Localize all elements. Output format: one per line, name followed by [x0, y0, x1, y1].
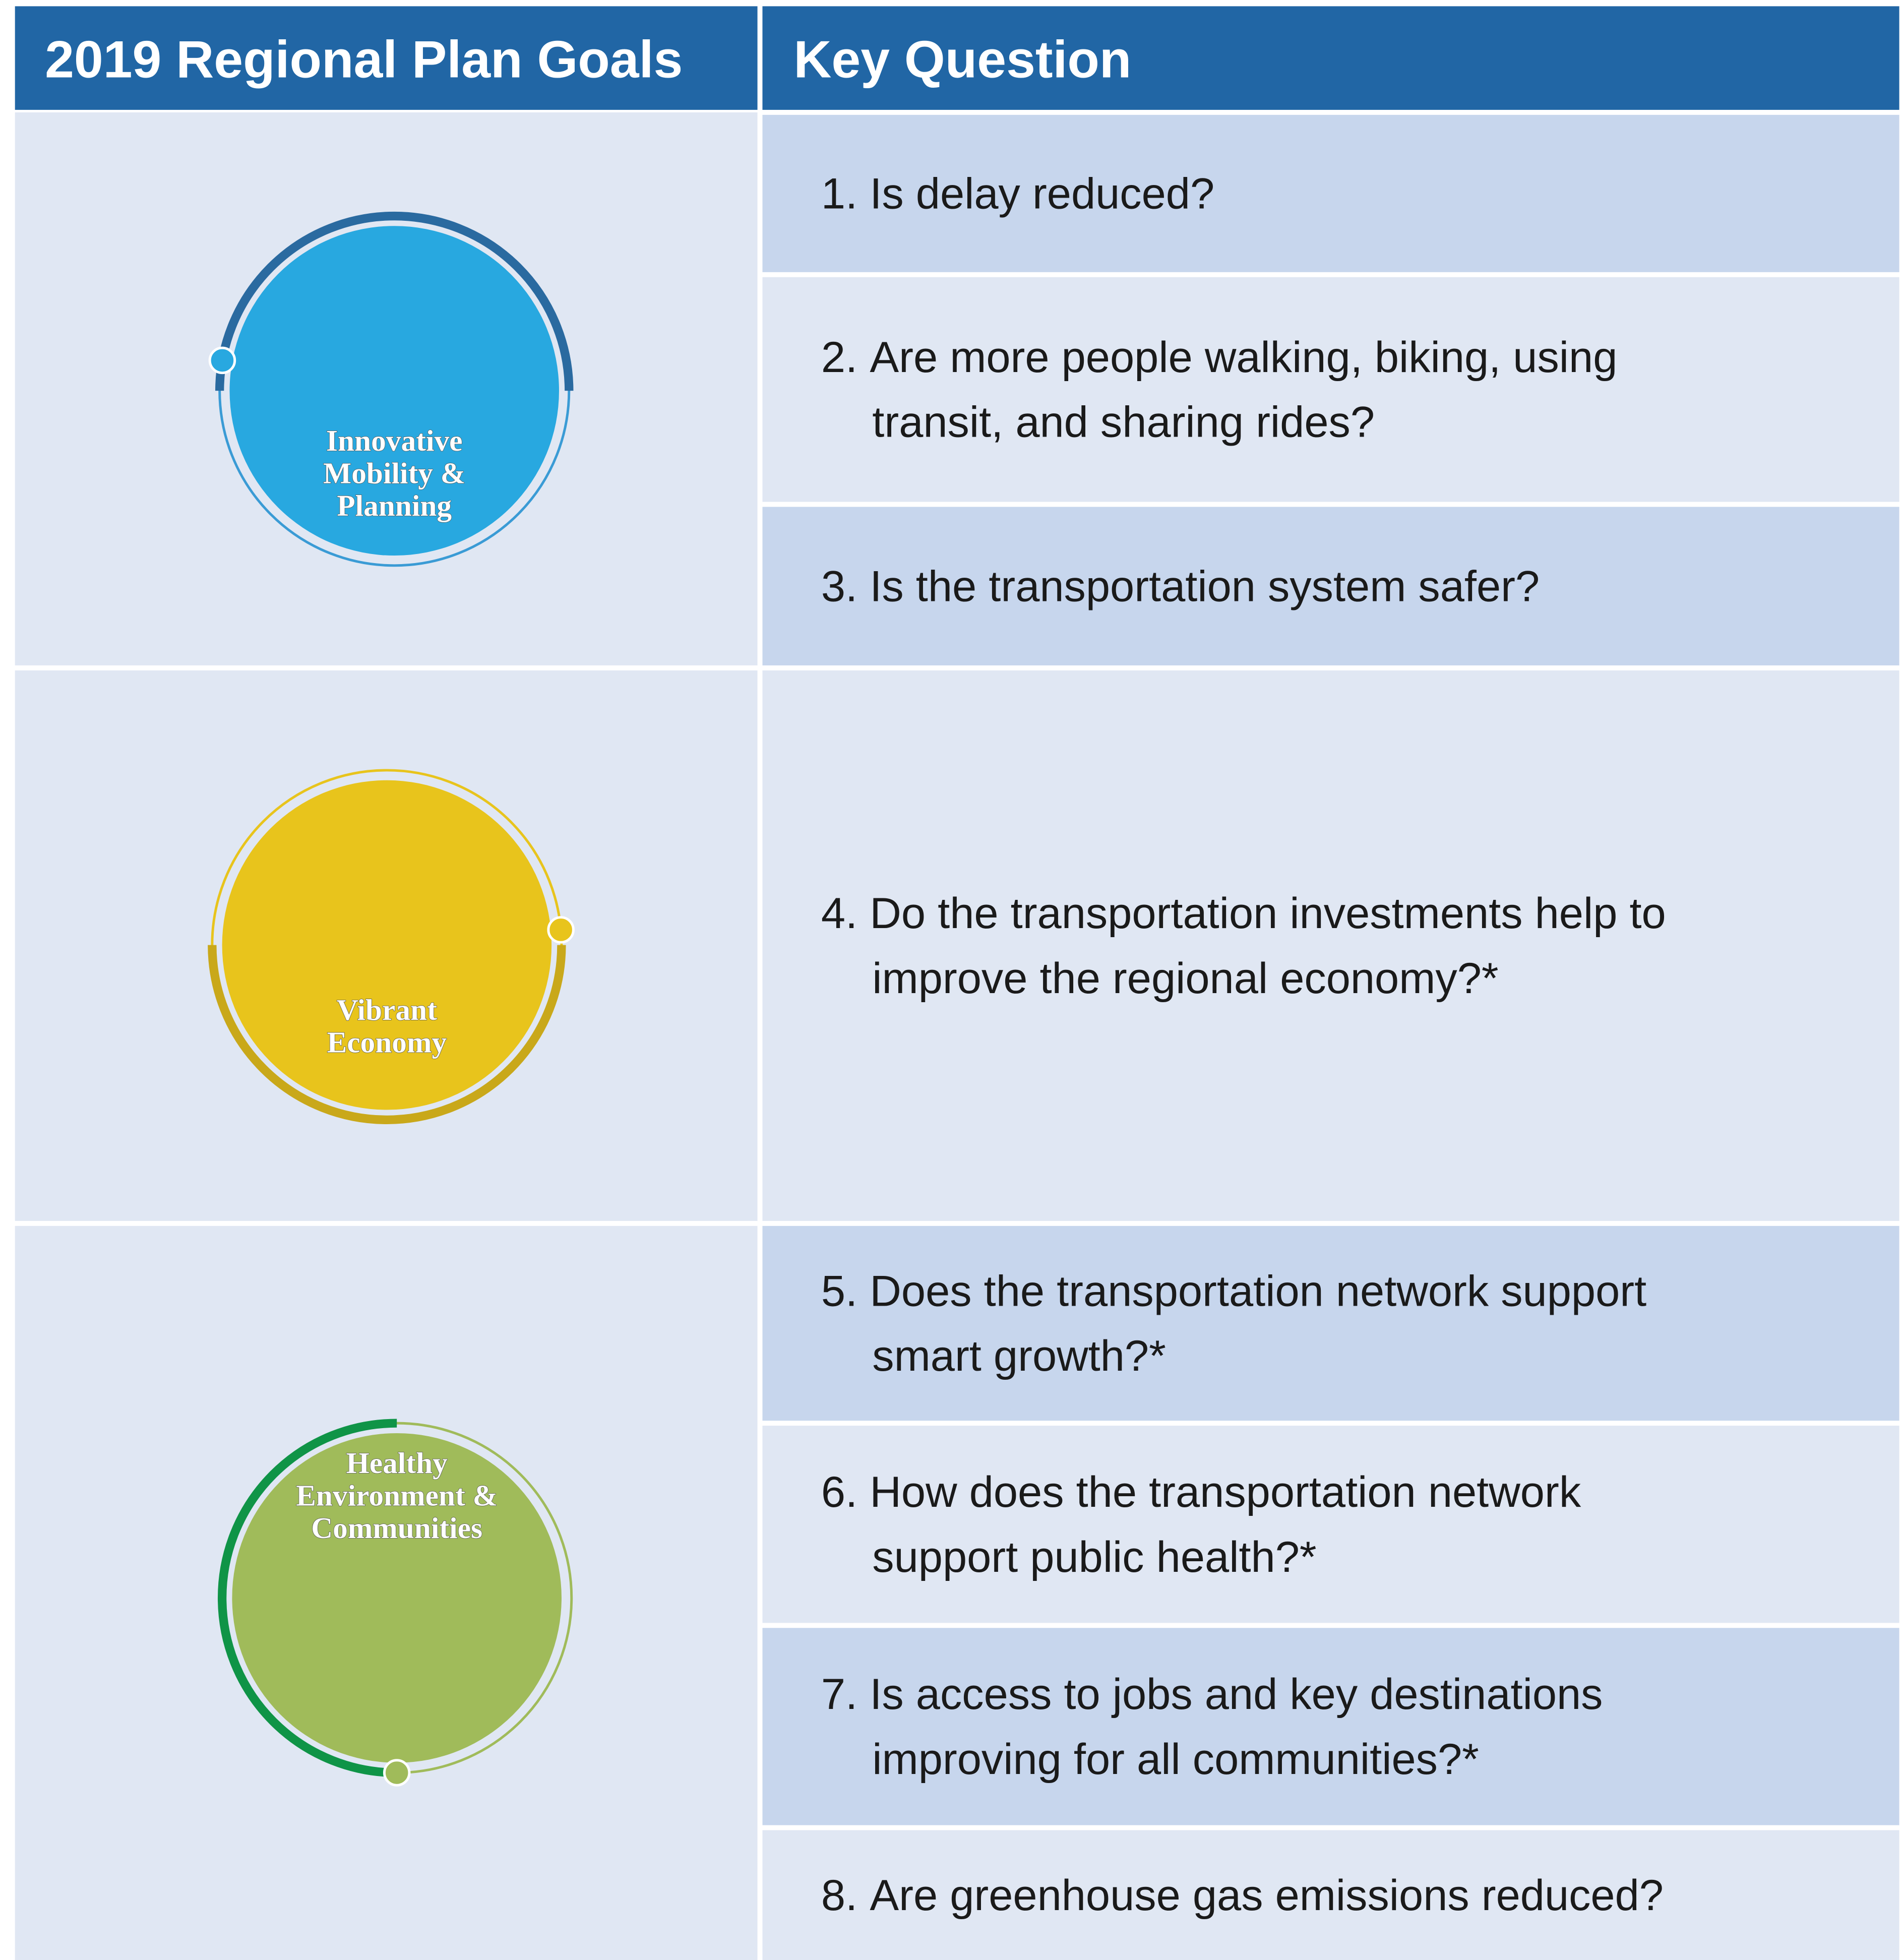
question-number: 1. [821, 170, 857, 218]
question-number: 4. [821, 889, 857, 938]
goal-label: Communities [311, 1511, 482, 1545]
goal-label: Planning [337, 489, 452, 522]
question-text: Is access to jobs and key destinations [870, 1670, 1603, 1719]
goal-label: Mobility & [323, 456, 465, 489]
goal-icon-arc [218, 1419, 397, 1778]
question-text: improving for all communities?* [872, 1735, 1479, 1784]
question-number: 2. [821, 333, 857, 382]
question-number: 8. [821, 1871, 857, 1920]
question-text: How does the transportation network [870, 1468, 1581, 1516]
goal-icon-arc [208, 945, 566, 1124]
goal-icon-dot [547, 916, 575, 944]
question-cell [762, 1628, 1899, 1825]
question-cell [762, 277, 1899, 502]
question-number: 5. [821, 1267, 857, 1315]
header-cell [762, 6, 1899, 110]
question-text: Is the transportation system safer? [870, 562, 1540, 610]
goal-icon-dot [383, 1759, 411, 1787]
goal-icon-arc [215, 211, 574, 391]
question-text: transit, and sharing rides? [872, 398, 1375, 447]
question-text: support public health?* [872, 1533, 1316, 1581]
question-text: Do the transportation investments help t… [870, 889, 1666, 938]
goal-icon-dot [208, 346, 236, 375]
question-cell [762, 1226, 1899, 1421]
goal-label: Innovative [326, 424, 463, 457]
question-number: 7. [821, 1670, 857, 1719]
question-text: improve the regional economy?* [872, 954, 1498, 1003]
question-text: Are greenhouse gas emissions reduced? [870, 1871, 1664, 1920]
question-number: 6. [821, 1468, 857, 1516]
goal-label: Healthy [346, 1446, 448, 1480]
question-text: Is delay reduced? [870, 170, 1214, 218]
column-header: 2019 Regional Plan Goals [45, 31, 683, 89]
question-cell [762, 507, 1899, 665]
goal-icon [232, 1433, 562, 1763]
goal-label: Economy [327, 1026, 447, 1059]
goal-icon [222, 780, 552, 1110]
goal-label: Environment & [296, 1479, 498, 1512]
question-cell [762, 1426, 1899, 1623]
question-text: Are more people walking, biking, using [870, 333, 1617, 382]
goal-label: Vibrant [337, 993, 437, 1026]
column-header: Key Question [793, 31, 1131, 89]
question-text: smart growth?* [872, 1332, 1166, 1380]
question-cell [762, 114, 1899, 272]
question-cell [762, 1830, 1899, 1960]
question-cell [762, 670, 1899, 1221]
header-cell [15, 6, 758, 110]
question-number: 3. [821, 562, 857, 610]
question-text: Does the transportation network support [870, 1267, 1646, 1315]
goal-icon [229, 226, 559, 556]
